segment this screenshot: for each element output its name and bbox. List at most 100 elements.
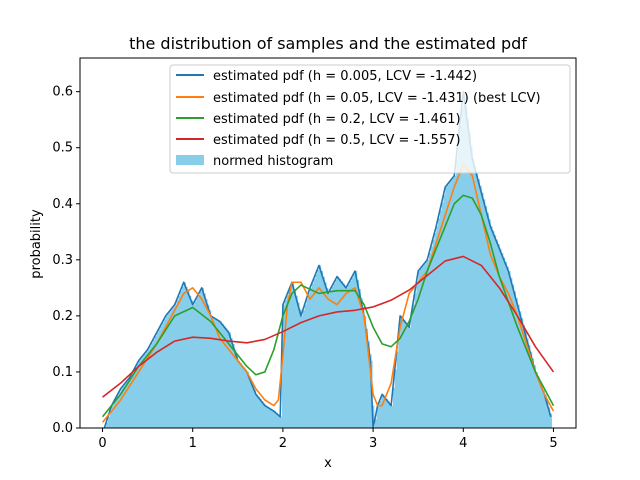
y-axis: 0.0 0.1 0.2 0.3 0.4 0.5 0.6 (52, 85, 80, 436)
histogram-bar (181, 286, 185, 428)
histogram-bar (219, 321, 222, 428)
histogram-bar (421, 266, 424, 428)
histogram-bar (535, 371, 538, 428)
histogram-bar (208, 310, 212, 428)
histogram-bar (183, 282, 186, 428)
histogram-bar (475, 172, 479, 428)
histogram-bar (293, 288, 296, 428)
histogram-bar (539, 380, 542, 428)
histogram-bar (237, 360, 241, 428)
histogram-bar (266, 406, 269, 428)
histogram-bar (113, 402, 116, 428)
histogram-bar (403, 320, 406, 428)
y-tick-label: 0.1 (52, 365, 73, 380)
histogram-bar (282, 304, 286, 428)
histogram-bar (172, 306, 176, 428)
histogram-bar (111, 405, 114, 428)
histogram-bar (430, 246, 434, 428)
histogram-bar (115, 398, 118, 428)
histogram-bar (261, 401, 264, 428)
histogram-bar (138, 360, 141, 428)
histogram-bar (377, 405, 380, 428)
histogram-bar (542, 389, 545, 428)
histogram-bar (309, 287, 313, 428)
histogram-bar (196, 297, 199, 428)
histogram-bar (465, 105, 468, 428)
histogram-bar (299, 309, 302, 428)
histogram-bar (122, 386, 125, 428)
histogram-bar (272, 410, 275, 428)
histogram-bar (356, 280, 360, 428)
histogram-bar (252, 385, 255, 428)
histogram-bar (441, 202, 444, 428)
histogram-bar (365, 328, 369, 428)
histogram-bar (493, 235, 497, 428)
histogram-bar (221, 323, 224, 428)
histogram-bar (107, 416, 111, 428)
histogram-bar (223, 325, 226, 428)
histogram-bar (225, 328, 228, 428)
legend-label-h-0-005: estimated pdf (h = 0.005, LCV = -1.442) (213, 69, 477, 84)
histogram-bar (506, 266, 509, 428)
histogram-bar (270, 408, 273, 428)
plot-area (101, 90, 555, 429)
histogram-bar (346, 287, 349, 428)
histogram-bar (490, 226, 493, 428)
histogram-bar (153, 339, 156, 428)
legend-label-h-0-05: estimated pdf (h = 0.05, LCV = -1.431) (… (213, 91, 541, 106)
histogram-bar (410, 315, 414, 428)
histogram-bar (427, 259, 430, 428)
histogram-bar (338, 278, 342, 428)
histogram-bar (217, 320, 221, 428)
histogram-bar (502, 257, 506, 428)
histogram-bar (439, 210, 443, 428)
histogram-bar (537, 376, 540, 428)
histogram-bar (484, 206, 488, 428)
chart-title: the distribution of samples and the esti… (129, 34, 527, 53)
legend-label-h-0-2: estimated pdf (h = 0.2, LCV = -1.461) (213, 112, 461, 127)
histogram-bar (192, 304, 195, 428)
histogram-bar (145, 351, 149, 428)
histogram-bar (367, 341, 370, 428)
histogram-bar (328, 293, 331, 428)
histogram-bar (519, 311, 522, 428)
histogram-bar (187, 291, 190, 428)
histogram-bar (207, 304, 210, 428)
histogram-bar (429, 253, 432, 428)
histogram-bar (457, 142, 461, 428)
histogram-bar (337, 276, 340, 428)
histogram-bar (205, 299, 208, 428)
histogram-bar (418, 271, 421, 428)
histogram-bar (425, 262, 428, 428)
histogram-bar (185, 286, 188, 428)
legend-box (169, 64, 571, 174)
histogram-bar (531, 358, 535, 428)
histogram-bar (459, 125, 462, 428)
histogram-bar (526, 338, 529, 428)
histogram-bar (118, 392, 121, 428)
histogram-bar (409, 327, 412, 428)
histogram-bar (508, 271, 511, 428)
histogram-bar (342, 283, 345, 428)
histogram-bar (250, 380, 253, 428)
histogram-bar (524, 331, 527, 428)
histogram-bar (136, 364, 140, 428)
histogram-bar (468, 132, 471, 428)
histogram-bar (414, 293, 417, 428)
histogram-bar (445, 186, 448, 428)
x-axis-label: x (324, 456, 332, 471)
histogram-bar (481, 192, 484, 428)
x-tick-label: 0 (98, 436, 106, 451)
histogram-bar (158, 329, 161, 428)
histogram-bar (149, 346, 152, 428)
histogram-bar (302, 310, 305, 428)
histogram-bar (109, 411, 112, 428)
histogram-bar (214, 318, 217, 428)
histogram-bar (472, 158, 475, 428)
histogram-bar (194, 301, 197, 428)
histogram-bar (540, 385, 544, 428)
histogram-bar (463, 91, 466, 429)
histogram-bar (492, 230, 495, 428)
histogram-bar (154, 336, 158, 428)
